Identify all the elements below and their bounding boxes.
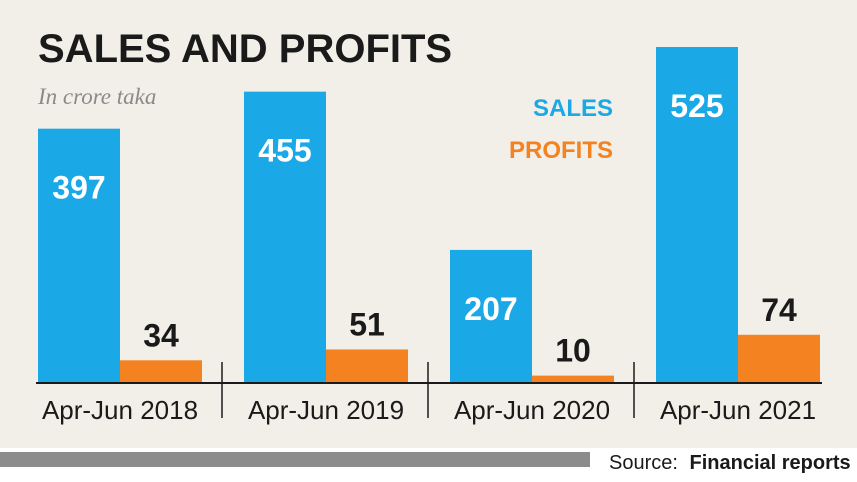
source-label: Source: (609, 452, 678, 474)
value-label-sales-4: 525 (670, 88, 723, 124)
bar-profits-2 (326, 349, 408, 382)
value-label-sales-1: 397 (52, 170, 105, 206)
bar-sales-3 (450, 249, 532, 382)
bar-sales-4 (656, 47, 738, 382)
value-label-profits-1: 34 (143, 317, 179, 353)
source-value: Financial reports (690, 452, 851, 474)
category-label-3: Apr-Jun 2020 (454, 395, 610, 425)
legend-profits: PROFITS (509, 137, 613, 164)
category-label-1: Apr-Jun 2018 (42, 395, 198, 425)
bar-profits-4 (738, 334, 820, 382)
bar-sales-2 (244, 91, 326, 383)
category-label-4: Apr-Jun 2021 (660, 395, 816, 425)
bar-sales-1 (38, 128, 120, 382)
bar-profits-3 (532, 375, 614, 382)
value-label-sales-3: 207 (464, 291, 517, 327)
bars-layer (38, 47, 820, 383)
value-label-profits-2: 51 (349, 306, 385, 342)
chart-title: SALES AND PROFITS (38, 27, 452, 71)
x-axis: Apr-Jun 2018 Apr-Jun 2019 Apr-Jun 2020 Apr-… (36, 362, 822, 425)
bar-profits-1 (120, 360, 202, 382)
category-label-2: Apr-Jun 2019 (248, 395, 404, 425)
legend-sales: SALES (533, 95, 613, 122)
footer-bar (0, 452, 590, 467)
value-label-profits-3: 10 (555, 333, 591, 369)
value-label-profits-4: 74 (761, 292, 797, 328)
labels-layer: 397 34 455 51 207 10 525 74 (52, 88, 797, 369)
chart-subtitle: In crore taka (37, 84, 156, 109)
source-note: Source: Financial reports (609, 452, 851, 474)
value-label-sales-2: 455 (258, 133, 311, 169)
